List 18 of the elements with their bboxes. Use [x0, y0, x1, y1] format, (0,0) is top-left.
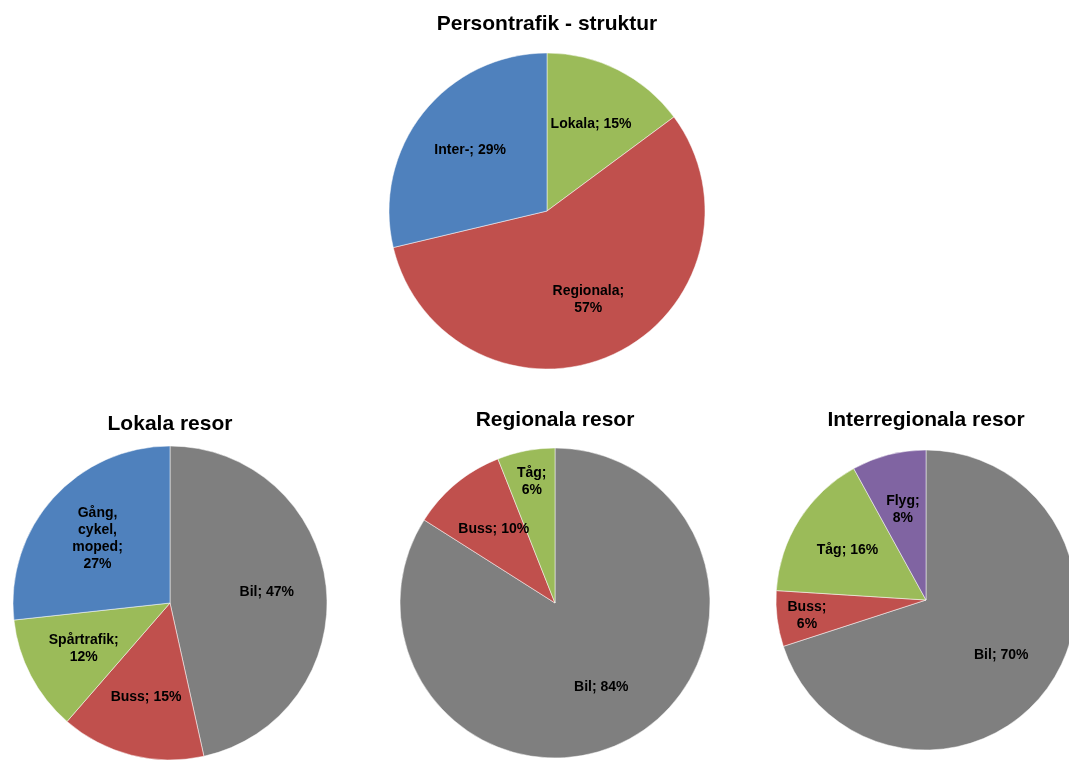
slice-label: Tåg; 6%: [516, 463, 547, 497]
slice-label: Buss; 6%: [787, 597, 827, 631]
pie-slice: [399, 447, 711, 759]
slice-label: Buss; 15%: [110, 688, 182, 705]
slice-label: Regionala; 57%: [552, 282, 625, 316]
slice-label: Lokala; 15%: [550, 114, 633, 131]
slice-label: Flyg; 8%: [886, 492, 920, 526]
slice-label: Bil; 84%: [574, 677, 630, 694]
slice-label: Spårtrafik; 12%: [48, 630, 119, 664]
chart-title: Persontrafik - struktur: [436, 10, 658, 34]
slice-label: Inter-; 29%: [434, 140, 507, 157]
slice-label: Tåg; 16%: [816, 540, 879, 557]
slice-label: Bil; 70%: [974, 645, 1030, 662]
slice-label: Bil; 47%: [239, 583, 295, 600]
chart-title: Lokala resor: [107, 410, 233, 434]
chart-title: Interregionala resor: [827, 406, 1025, 430]
chart-title: Regionala resor: [475, 406, 635, 430]
slice-label: Gång, cykel, moped; 27%: [72, 503, 123, 571]
